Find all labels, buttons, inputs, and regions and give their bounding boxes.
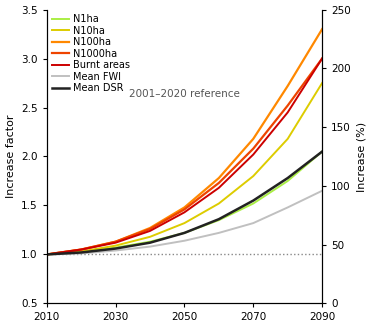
Line: N1ha: N1ha [47, 152, 322, 255]
Line: Mean DSR: Mean DSR [47, 152, 322, 255]
Mean DSR [217, 217, 221, 221]
Mean FWI [251, 221, 256, 225]
Mean DSR [182, 231, 187, 235]
Mean DSR [113, 247, 118, 251]
Mean FWI [45, 253, 49, 256]
N1000ha [285, 104, 290, 108]
Mean DSR [285, 176, 290, 180]
N10ha [148, 235, 152, 239]
Burnt areas [79, 248, 83, 252]
N100ha [285, 84, 290, 88]
N1000ha [79, 248, 83, 252]
Burnt areas [217, 186, 221, 190]
Line: N1000ha: N1000ha [47, 58, 322, 255]
N1ha [148, 240, 152, 244]
Mean FWI [113, 249, 118, 253]
N1ha [113, 246, 118, 250]
Burnt areas [113, 241, 118, 245]
N10ha [320, 81, 324, 85]
Mean FWI [79, 252, 83, 256]
N1ha [79, 251, 83, 255]
Burnt areas [182, 210, 187, 214]
N100ha [79, 248, 83, 252]
Mean FWI [320, 189, 324, 193]
N1ha [45, 253, 49, 256]
N1000ha [217, 181, 221, 185]
N100ha [148, 226, 152, 230]
Burnt areas [285, 111, 290, 114]
N10ha [79, 250, 83, 254]
N1ha [320, 150, 324, 154]
N100ha [113, 240, 118, 244]
N1000ha [251, 147, 256, 151]
N1000ha [182, 207, 187, 211]
N1000ha [113, 240, 118, 244]
N1ha [217, 218, 221, 222]
Burnt areas [45, 253, 49, 256]
N100ha [217, 176, 221, 180]
N1000ha [320, 56, 324, 60]
Mean FWI [285, 205, 290, 209]
N10ha [251, 174, 256, 178]
Burnt areas [320, 56, 324, 60]
N10ha [182, 221, 187, 225]
N100ha [45, 253, 49, 256]
Mean DSR [79, 251, 83, 255]
N1000ha [148, 227, 152, 231]
Burnt areas [148, 229, 152, 233]
Mean FWI [182, 239, 187, 243]
Text: 2001–2020 reference: 2001–2020 reference [129, 89, 240, 99]
Burnt areas [251, 153, 256, 156]
N100ha [251, 137, 256, 141]
N10ha [217, 201, 221, 205]
Y-axis label: Increase (%): Increase (%) [356, 121, 366, 192]
Y-axis label: Increase factor: Increase factor [6, 115, 16, 198]
N10ha [113, 244, 118, 248]
N100ha [182, 205, 187, 209]
N1ha [251, 201, 256, 205]
Mean DSR [148, 241, 152, 245]
Mean DSR [320, 150, 324, 154]
Legend: N1ha, N10ha, N100ha, N1000ha, Burnt areas, Mean FWI, Mean DSR: N1ha, N10ha, N100ha, N1000ha, Burnt area… [50, 12, 132, 95]
Line: Burnt areas: Burnt areas [47, 58, 322, 255]
N1000ha [45, 253, 49, 256]
Mean DSR [45, 253, 49, 256]
N10ha [285, 137, 290, 141]
N100ha [320, 27, 324, 31]
Mean FWI [148, 245, 152, 249]
Mean DSR [251, 198, 256, 202]
Line: Mean FWI: Mean FWI [47, 191, 322, 255]
N10ha [45, 253, 49, 256]
N1ha [182, 231, 187, 235]
Line: N10ha: N10ha [47, 83, 322, 255]
N1ha [285, 179, 290, 183]
Mean FWI [217, 231, 221, 235]
Line: N100ha: N100ha [47, 29, 322, 255]
